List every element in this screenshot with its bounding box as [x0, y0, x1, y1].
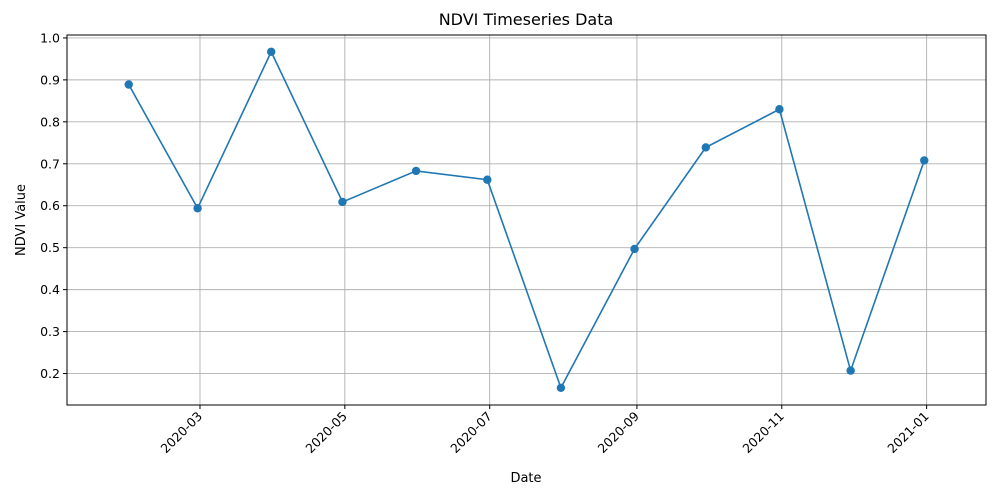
y-axis-label: NDVI Value: [14, 184, 29, 256]
y-tick-label: 0.7: [40, 156, 60, 171]
data-point: [193, 204, 202, 213]
y-tick-label: 0.6: [40, 198, 60, 213]
x-tick-label: 2020-09: [595, 408, 643, 456]
data-point: [630, 244, 639, 254]
x-tick-label: 2020-03: [158, 409, 206, 457]
data-point: [920, 156, 929, 165]
data-point: [846, 366, 855, 375]
series-layer: [124, 47, 929, 393]
y-tick-label: 0.9: [40, 72, 60, 87]
y-tick-label: 0.8: [40, 114, 60, 129]
grid-layer: [67, 35, 986, 405]
data-point: [267, 47, 276, 56]
series-line: [128, 49, 926, 390]
data-point: [775, 105, 784, 114]
data-point: [556, 383, 566, 393]
x-tick-label: 2021-01: [884, 409, 932, 457]
y-tick-label: 0.5: [40, 240, 60, 255]
plot-frame: [66, 34, 987, 406]
tick-layer: 0.2 0.3 0.4 0.5 0.6 0.7 0.8 0.9 1.0 2020-03 2020-0…: [40, 30, 932, 456]
y-tick-label: 0.3: [40, 324, 60, 339]
data-point: [483, 175, 492, 184]
chart-title: NDVI Timeseries Data: [439, 10, 614, 29]
x-tick-label: 2020-07: [447, 409, 495, 457]
y-tick-label: 0.4: [40, 282, 60, 297]
y-tick-label: 0.2: [40, 366, 60, 381]
data-point: [411, 166, 421, 176]
y-tick-label: 1.0: [40, 30, 60, 45]
data-point: [124, 80, 133, 89]
data-point: [338, 197, 347, 207]
x-tick-label: 2020-05: [302, 409, 350, 457]
x-axis-label: Date: [510, 471, 541, 486]
x-tick-label: 2020-11: [739, 409, 787, 457]
data-point: [701, 143, 710, 152]
